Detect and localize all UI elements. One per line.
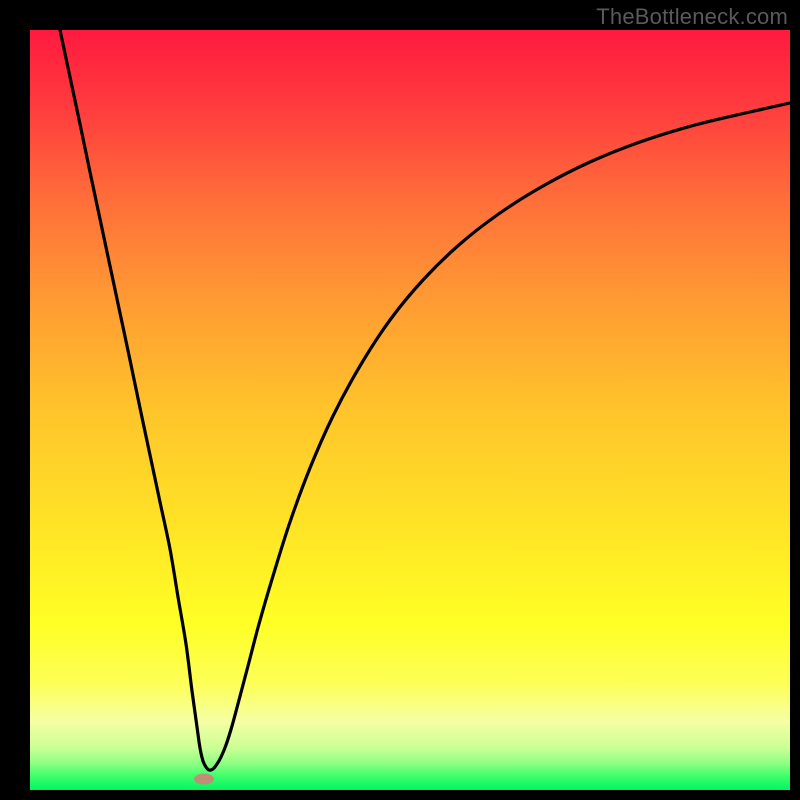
optimal-point-marker xyxy=(194,774,214,785)
chart-canvas xyxy=(0,0,800,800)
bottleneck-chart: TheBottleneck.com xyxy=(0,0,800,800)
attribution-label: TheBottleneck.com xyxy=(596,4,788,30)
chart-gradient-background xyxy=(30,30,790,790)
